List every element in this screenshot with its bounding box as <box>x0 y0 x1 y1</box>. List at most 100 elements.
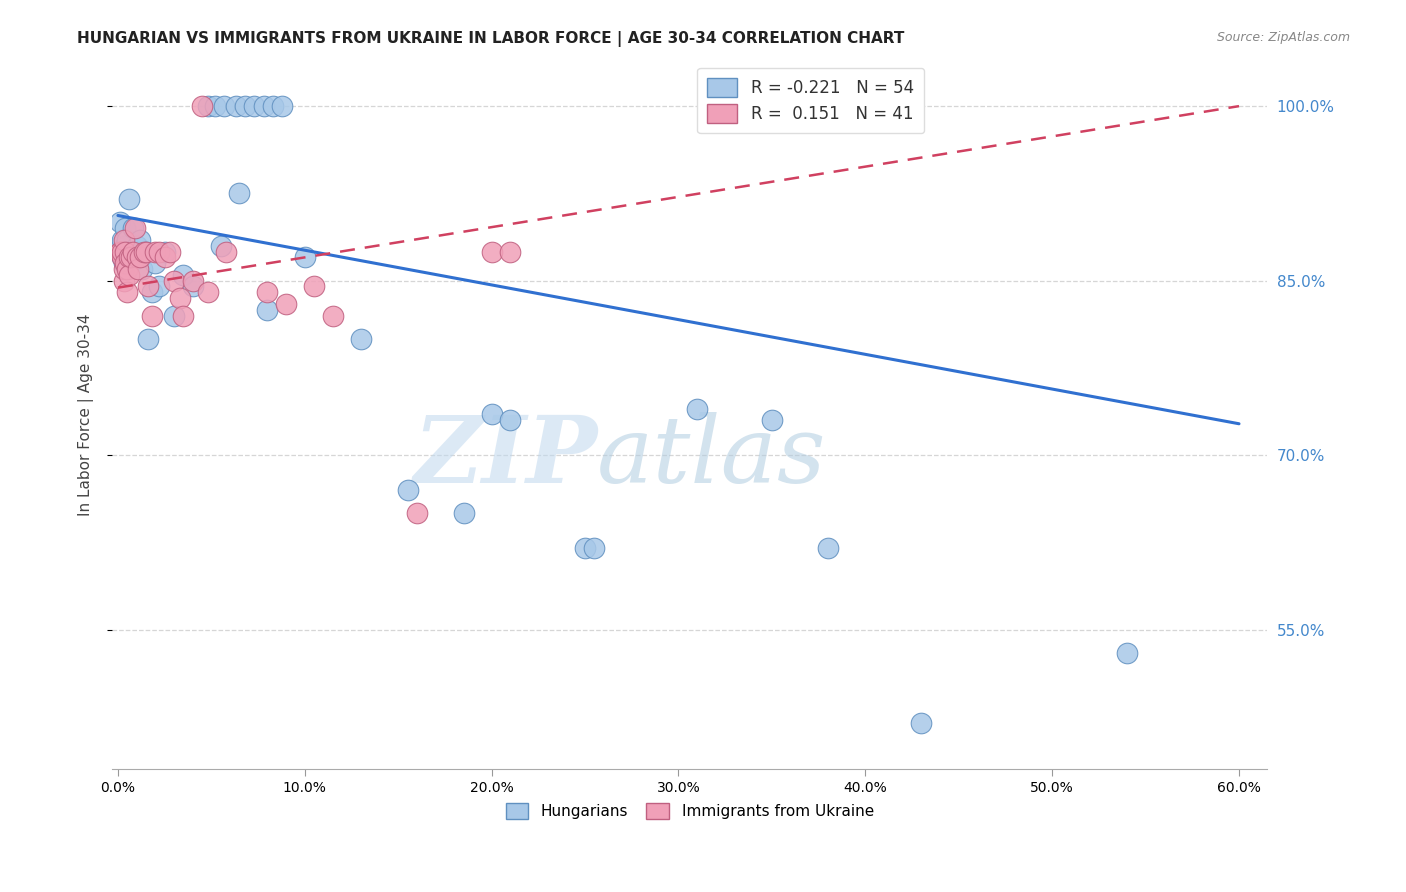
Point <box>406 506 429 520</box>
Point <box>148 244 170 259</box>
Point <box>122 221 145 235</box>
Point <box>108 239 131 253</box>
Point <box>686 401 709 416</box>
Point <box>141 285 163 300</box>
Point <box>169 291 191 305</box>
Point <box>118 268 141 282</box>
Point <box>135 244 157 259</box>
Point <box>135 244 157 259</box>
Point <box>111 233 134 247</box>
Point <box>197 99 219 113</box>
Point <box>143 256 166 270</box>
Point <box>499 244 522 259</box>
Point <box>114 244 136 259</box>
Point <box>111 251 134 265</box>
Point <box>124 244 146 259</box>
Point <box>271 99 294 113</box>
Point <box>159 244 181 259</box>
Point <box>132 244 155 259</box>
Legend: Hungarians, Immigrants from Ukraine: Hungarians, Immigrants from Ukraine <box>499 797 880 825</box>
Point <box>127 262 149 277</box>
Point <box>181 274 204 288</box>
Point <box>574 541 596 556</box>
Point <box>253 99 276 113</box>
Point <box>256 285 278 300</box>
Point <box>131 262 153 277</box>
Point <box>129 251 152 265</box>
Point <box>209 239 232 253</box>
Point <box>112 256 135 270</box>
Point <box>125 251 148 265</box>
Text: Source: ZipAtlas.com: Source: ZipAtlas.com <box>1216 31 1350 45</box>
Point <box>148 279 170 293</box>
Point <box>117 251 139 265</box>
Point <box>117 244 139 259</box>
Point <box>225 99 247 113</box>
Point <box>181 279 204 293</box>
Text: ZIP: ZIP <box>413 412 598 502</box>
Point <box>396 483 419 497</box>
Point <box>122 244 145 259</box>
Point <box>499 413 522 427</box>
Point <box>172 268 194 282</box>
Point <box>322 309 344 323</box>
Point <box>112 233 135 247</box>
Point <box>214 99 236 113</box>
Point <box>127 244 149 259</box>
Point <box>294 251 316 265</box>
Point <box>114 221 136 235</box>
Point <box>125 239 148 253</box>
Point <box>141 309 163 323</box>
Point <box>108 244 131 259</box>
Point <box>112 244 135 259</box>
Point <box>136 279 159 293</box>
Point <box>274 297 297 311</box>
Point <box>172 309 194 323</box>
Point <box>118 251 141 265</box>
Point <box>481 408 503 422</box>
Point <box>143 244 166 259</box>
Point <box>191 99 214 113</box>
Point <box>112 262 135 277</box>
Point <box>302 279 325 293</box>
Point <box>117 285 139 300</box>
Point <box>114 256 136 270</box>
Point <box>108 244 131 259</box>
Text: atlas: atlas <box>598 412 827 502</box>
Point <box>118 192 141 206</box>
Point <box>817 541 839 556</box>
Point <box>583 541 606 556</box>
Point <box>761 413 783 427</box>
Point <box>204 99 226 113</box>
Point <box>111 251 134 265</box>
Point <box>228 186 250 201</box>
Point <box>108 215 131 229</box>
Point <box>350 332 373 346</box>
Point <box>117 262 139 277</box>
Point <box>481 244 503 259</box>
Point <box>124 221 146 235</box>
Point <box>117 233 139 247</box>
Point <box>120 256 142 270</box>
Point <box>163 309 186 323</box>
Point <box>112 274 135 288</box>
Point <box>215 244 238 259</box>
Point <box>197 285 219 300</box>
Point <box>1115 646 1137 660</box>
Point <box>153 244 176 259</box>
Point <box>111 244 134 259</box>
Point <box>136 332 159 346</box>
Point <box>910 715 932 730</box>
Point <box>453 506 475 520</box>
Point <box>163 274 186 288</box>
Point <box>129 233 152 247</box>
Text: HUNGARIAN VS IMMIGRANTS FROM UKRAINE IN LABOR FORCE | AGE 30-34 CORRELATION CHAR: HUNGARIAN VS IMMIGRANTS FROM UKRAINE IN … <box>77 31 904 47</box>
Point <box>262 99 284 113</box>
Point <box>243 99 266 113</box>
Point <box>233 99 256 113</box>
Point <box>153 251 176 265</box>
Point <box>120 251 142 265</box>
Y-axis label: In Labor Force | Age 30-34: In Labor Force | Age 30-34 <box>79 313 94 516</box>
Point <box>114 239 136 253</box>
Point <box>256 302 278 317</box>
